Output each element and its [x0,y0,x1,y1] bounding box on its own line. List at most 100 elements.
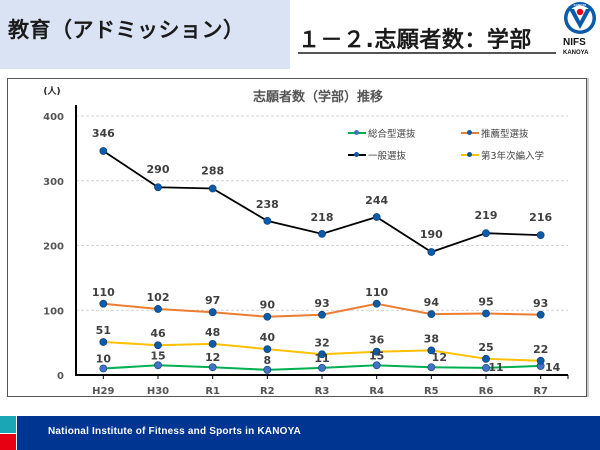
x-tick-label: R5 [424,386,439,397]
emblem-text: KANOYA [574,3,588,7]
data-label-suisen: 110 [365,286,388,299]
data-point-ippan [536,231,545,240]
data-label-sogo: 12 [432,351,447,364]
legend-label: 推薦型選抜 [481,129,529,140]
data-label-sogo: 11 [314,352,329,365]
footer-bar: National Institute of Fitness and Sports… [17,416,600,450]
data-label-sogo: 11 [488,361,503,374]
data-label-ippan: 244 [365,194,388,207]
y-tick-label: 0 [57,371,64,382]
data-point-hennyu [372,347,381,356]
data-point-ippan [208,184,217,193]
y-axis-unit-label: (人) [43,85,60,97]
data-point-suisen [154,305,162,313]
data-label-ippan: 190 [420,228,443,241]
x-tick-label: R4 [369,386,384,397]
data-label-hennyu: 32 [314,336,329,349]
data-label-sogo: 12 [205,351,220,364]
data-label-ippan: 219 [475,209,498,222]
footer-text: National Institute of Fitness and Sports… [48,426,301,437]
x-tick-label: R3 [315,386,330,397]
data-label-hennyu: 51 [96,324,111,337]
data-point-suisen [372,299,381,308]
legend-swatch-ippan [348,151,366,159]
legend-label: 第3年次編入学 [481,151,545,162]
x-tick-label: H29 [92,386,114,397]
data-point-hennyu [263,345,272,353]
data-point-ippan [372,213,381,221]
y-tick-label: 100 [43,306,64,317]
section-title: 教育（アドミッション） [8,18,245,42]
data-point-ippan [263,216,272,225]
data-label-sogo: 14 [545,361,561,374]
data-label-ippan: 290 [147,163,170,176]
legend-item-ippan: 一般選抜 [348,148,406,162]
data-point-suisen [208,308,217,317]
data-label-ippan: 288 [201,165,224,178]
header-band [0,0,290,69]
logo-name: NIFS [563,37,586,48]
data-point-hennyu [536,356,545,365]
legend-label: 一般選抜 [368,151,407,162]
data-point-ippan [99,147,108,155]
data-point-hennyu [208,340,217,348]
data-label-sogo: 15 [150,349,165,362]
emblem-v-mark [569,9,591,29]
data-label-suisen: 90 [260,299,276,312]
data-label-sogo: 10 [96,353,112,366]
data-point-sogo [99,364,108,373]
data-label-hennyu: 48 [205,326,220,339]
legend-swatch-suisen [461,129,479,137]
data-point-sogo [427,363,436,372]
data-label-hennyu: 38 [424,332,439,345]
data-label-ippan: 238 [256,198,279,211]
chart-frame-shadow [587,78,589,397]
data-point-hennyu [154,341,162,350]
nifs-emblem-icon: KANOYA [564,2,596,34]
data-label-hennyu: 25 [478,341,493,354]
legend-item-hennyu: 第3年次編入学 [461,148,544,162]
data-label-suisen: 97 [205,294,220,307]
title-underline [298,52,556,54]
data-point-ippan [427,248,436,256]
y-tick-label: 400 [43,112,64,123]
data-label-sogo: 8 [264,354,272,367]
data-point-hennyu [482,354,490,363]
y-tick-label: 200 [43,242,64,253]
data-label-ippan: 216 [529,211,552,224]
data-point-ippan [482,229,490,238]
data-label-sogo: 15 [369,349,384,362]
data-point-suisen [263,312,272,321]
data-point-sogo [263,365,272,374]
legend-swatch-sogo [348,129,366,137]
data-point-suisen [482,309,490,318]
data-point-suisen [99,299,108,308]
chart-title: 志願者数（学部）推移 [253,89,383,105]
legend-item-suisen: 推薦型選抜 [461,126,529,140]
logo-sub: KANOYA [563,50,589,56]
slide-title: １－２.志願者数：学部 [298,28,532,53]
data-point-ippan [318,229,326,238]
data-point-suisen [536,310,545,319]
data-point-sogo [482,363,490,372]
data-point-hennyu [427,346,436,355]
x-tick-label: R1 [205,386,220,397]
data-point-sogo [318,363,326,372]
data-point-suisen [427,310,436,319]
data-label-suisen: 93 [314,297,329,310]
x-tick-label: H30 [147,386,169,397]
data-point-hennyu [318,350,326,359]
legend-label: 総合型選抜 [368,129,416,140]
data-label-suisen: 95 [478,295,493,308]
data-label-suisen: 102 [147,291,170,304]
x-tick-label: R7 [533,386,548,397]
legend-item-sogo: 総合型選抜 [348,126,416,140]
y-tick-label: 300 [43,177,64,188]
data-point-sogo [372,361,381,370]
x-tick-label: R2 [260,386,275,397]
data-point-sogo [208,363,217,372]
emblem-red-dot [576,8,584,16]
legend-swatch-hennyu [461,151,479,159]
data-label-hennyu: 36 [369,334,385,347]
data-label-suisen: 93 [533,297,548,310]
